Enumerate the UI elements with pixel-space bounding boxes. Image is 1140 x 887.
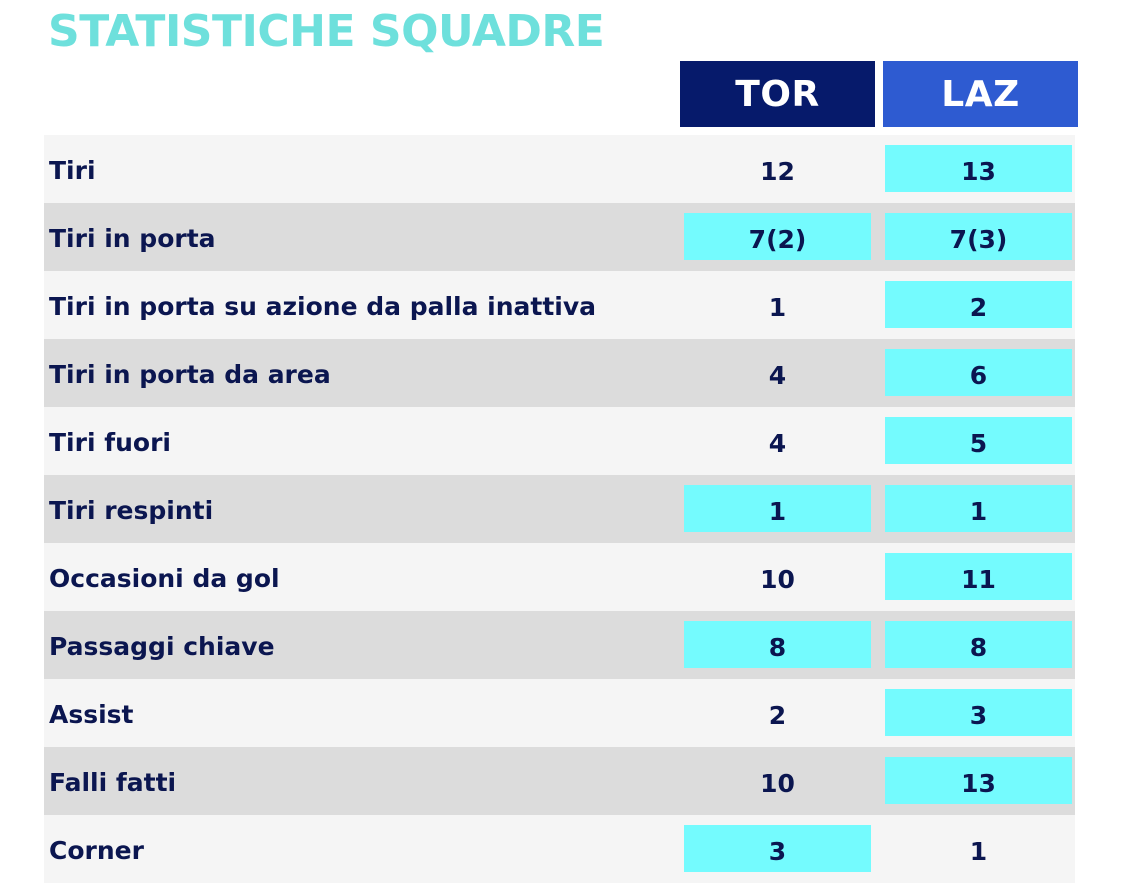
home-value: 12 <box>760 157 795 186</box>
home-value: 8 <box>684 621 871 668</box>
table-row: Tiri respinti 1 1 <box>44 475 1075 543</box>
away-value: 5 <box>885 417 1072 464</box>
home-value: 10 <box>760 769 795 798</box>
home-value: 1 <box>684 485 871 532</box>
stat-label: Corner <box>49 836 144 865</box>
away-value: 1 <box>969 837 988 866</box>
table-row: Tiri fuori 4 5 <box>44 407 1075 475</box>
stat-label: Assist <box>49 700 134 729</box>
away-value: 1 <box>885 485 1072 532</box>
table-row: Tiri in porta da area 4 6 <box>44 339 1075 407</box>
home-value: 7(2) <box>684 213 871 260</box>
table-row: Occasioni da gol 10 11 <box>44 543 1075 611</box>
home-value: 10 <box>760 565 795 594</box>
home-value: 2 <box>768 701 787 730</box>
table-row: Corner 3 1 <box>44 815 1075 883</box>
table-row: Tiri 12 13 <box>44 135 1075 203</box>
stat-label: Tiri in porta <box>49 224 216 253</box>
stat-label: Tiri in porta su azione da palla inattiv… <box>49 292 597 321</box>
away-value: 8 <box>885 621 1072 668</box>
stat-label: Tiri fuori <box>49 428 171 457</box>
stat-label: Falli fatti <box>49 768 177 797</box>
stat-label: Tiri in porta da area <box>49 360 331 389</box>
page-title: STATISTICHE SQUADRE <box>48 6 605 57</box>
stat-label: Occasioni da gol <box>49 564 280 593</box>
away-value: 11 <box>885 553 1072 600</box>
table-row: Tiri in porta su azione da palla inattiv… <box>44 271 1075 339</box>
table-row: Passaggi chiave 8 8 <box>44 611 1075 679</box>
team-header-away: LAZ <box>883 61 1078 127</box>
home-value: 4 <box>768 361 787 390</box>
stat-label: Passaggi chiave <box>49 632 275 661</box>
away-value: 13 <box>885 757 1072 804</box>
stats-table: Tiri 12 13 Tiri in porta 7(2) 7(3) Tiri … <box>44 135 1075 883</box>
home-value: 4 <box>768 429 787 458</box>
away-value: 2 <box>885 281 1072 328</box>
away-value: 3 <box>885 689 1072 736</box>
stat-label: Tiri respinti <box>49 496 214 525</box>
table-row: Assist 2 3 <box>44 679 1075 747</box>
away-value: 6 <box>885 349 1072 396</box>
away-value: 13 <box>885 145 1072 192</box>
table-row: Falli fatti 10 13 <box>44 747 1075 815</box>
team-header-home: TOR <box>680 61 875 127</box>
home-value: 1 <box>768 293 787 322</box>
home-value: 3 <box>684 825 871 872</box>
stat-label: Tiri <box>49 156 96 185</box>
away-value: 7(3) <box>885 213 1072 260</box>
table-row: Tiri in porta 7(2) 7(3) <box>44 203 1075 271</box>
